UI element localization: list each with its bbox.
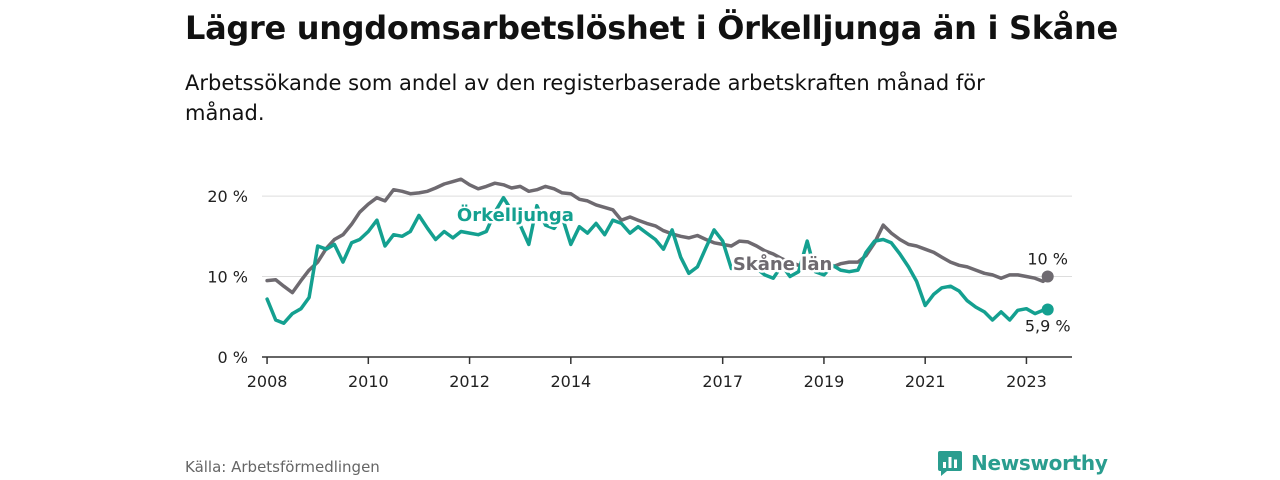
chart-title: Lägre ungdomsarbetslöshet i Örkelljunga … [185,9,1118,47]
series-labels: Örkelljunga Skåne län 10 % 5,9 % [454,202,1072,338]
x-tick-label: 2019 [804,372,845,391]
y-tick-label: 0 % [218,348,248,367]
skane-line [265,177,1050,295]
x-tick-label: 2008 [247,372,288,391]
line-chart: 0 % 10 % 20 % 2008 2010 2012 2014 2017 2019 2021 2… [207,177,1073,391]
orkelljunga-end-dot [1041,303,1054,316]
brand-name: Newsworthy [971,451,1108,475]
x-tick-label: 2010 [348,372,389,391]
y-tick-label: 20 % [207,187,248,206]
orkelljunga-end-label: 5,9 % [1025,317,1071,336]
skane-end-label: 10 % [1027,250,1068,269]
y-tick-label: 10 % [207,268,248,287]
brand-logo[interactable]: Newsworthy [937,448,1108,478]
x-tick-label: 2017 [702,372,743,391]
newsworthy-chart-icon [938,451,962,476]
gridlines [262,195,1072,278]
x-tick-label: 2021 [905,372,946,391]
chart-subtitle: Arbetssökande som andel av den registerb… [185,71,985,125]
skane-end-dot [1041,270,1054,283]
skane-label: Skåne län [733,253,833,275]
x-tick-label: 2012 [449,372,490,391]
series-lines [265,177,1054,325]
orkelljunga-label: Örkelljunga [457,204,574,226]
source-note: Källa: Arbetsförmedlingen [185,458,380,476]
orkelljunga-line [265,195,1050,325]
x-tick-label: 2023 [1006,372,1047,391]
axes: 0 % 10 % 20 % 2008 2010 2012 2014 2017 2019 2021 2… [207,187,1072,391]
x-tick-label: 2014 [550,372,591,391]
